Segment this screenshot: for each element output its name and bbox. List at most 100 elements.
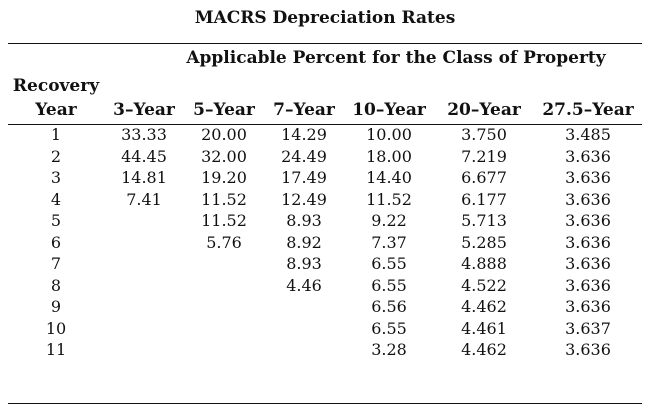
table-body: 1 33.33 20.00 14.29 10.00 3.750 3.485 2 44.45 32.… <box>8 124 642 361</box>
rate-cell: 3.636 <box>565 340 611 359</box>
header-year: Year <box>35 100 77 120</box>
rate-cell: 6.677 <box>461 168 507 187</box>
rate-cell: 9.22 <box>371 211 407 230</box>
rate-cell <box>184 339 264 361</box>
rate-cell <box>104 339 184 361</box>
rate-cell: 5.713 <box>461 211 507 230</box>
rate-cell <box>104 275 184 297</box>
rate-cell <box>184 275 264 297</box>
rate-cell: 3.636 <box>565 168 611 187</box>
rate-cell <box>264 318 344 340</box>
rate-cell: 12.49 <box>281 189 327 209</box>
rate-cell: 4.888 <box>461 254 507 273</box>
recovery-year-cell: 4 <box>50 189 62 209</box>
rate-cell: 17.49 <box>281 168 327 187</box>
rate-cell: 3.636 <box>565 146 611 166</box>
rate-cell: 11.52 <box>201 211 247 230</box>
table-row: 6 5.76 8.92 7.37 5.285 3.636 <box>8 232 642 254</box>
rate-cell: 14.81 <box>121 168 167 187</box>
table-row: 9 6.56 4.462 3.636 <box>8 296 642 318</box>
top-rule <box>8 43 642 44</box>
recovery-year-cell: 2 <box>50 146 62 166</box>
rate-cell: 6.177 <box>461 189 507 209</box>
header-27-5-year: 27.5–Year <box>542 100 634 120</box>
depreciation-table: 1 33.33 20.00 14.29 10.00 3.750 3.485 2 44.45 32.… <box>8 124 642 361</box>
header-20-year: 20–Year <box>447 100 521 120</box>
rate-cell <box>104 232 184 254</box>
table-row: 7 8.93 6.55 4.888 3.636 <box>8 253 642 275</box>
rate-cell: 4.46 <box>286 275 322 295</box>
rate-cell: 4.462 <box>461 297 507 316</box>
table-row: 2 44.45 32.00 24.49 18.00 7.219 3.636 <box>8 146 642 168</box>
rate-cell: 3.637 <box>565 318 611 338</box>
rate-cell: 5.76 <box>206 232 242 252</box>
header-recovery: Recovery <box>12 76 100 96</box>
rate-cell: 33.33 <box>121 125 167 144</box>
recovery-year-cell: 7 <box>50 254 62 273</box>
rate-cell <box>104 296 184 318</box>
rate-cell: 3.636 <box>565 189 611 209</box>
table-row: 4 7.41 11.52 12.49 11.52 6.177 3.636 <box>8 189 642 211</box>
rate-cell: 3.750 <box>461 125 507 144</box>
rate-cell: 10.00 <box>366 125 412 144</box>
rate-cell <box>264 339 344 361</box>
rate-cell <box>184 253 264 275</box>
rate-cell <box>184 318 264 340</box>
recovery-year-cell: 8 <box>50 275 62 295</box>
rate-cell: 18.00 <box>366 146 412 166</box>
rate-cell: 6.55 <box>371 318 407 338</box>
table-row: 8 4.46 6.55 4.522 3.636 <box>8 275 642 297</box>
rate-cell: 6.55 <box>371 275 407 295</box>
rate-cell: 20.00 <box>201 125 247 144</box>
recovery-year-cell: 6 <box>50 232 62 252</box>
column-group-header: Applicable Percent for the Class of Prop… <box>186 48 606 68</box>
rate-cell: 3.485 <box>565 125 611 144</box>
rate-cell: 14.29 <box>281 125 327 144</box>
table-row: 3 14.81 19.20 17.49 14.40 6.677 3.636 <box>8 167 642 189</box>
recovery-year-cell: 10 <box>45 318 67 338</box>
rate-cell: 7.37 <box>371 232 407 252</box>
recovery-year-cell: 3 <box>50 168 62 187</box>
header-rule <box>8 124 642 125</box>
rate-cell: 19.20 <box>201 168 247 187</box>
bottom-rule <box>8 403 642 404</box>
header-7-year: 7–Year <box>273 100 335 120</box>
rate-cell: 8.93 <box>286 254 322 273</box>
rate-cell: 11.52 <box>201 189 247 209</box>
table-title: MACRS Depreciation Rates <box>194 8 456 28</box>
table-row: 5 11.52 8.93 9.22 5.713 3.636 <box>8 210 642 232</box>
rate-cell: 8.93 <box>286 211 322 230</box>
rate-cell: 44.45 <box>121 146 167 166</box>
rate-cell: 8.92 <box>286 232 322 252</box>
rate-cell <box>184 296 264 318</box>
rate-cell: 32.00 <box>201 146 247 166</box>
rate-cell: 3.636 <box>565 232 611 252</box>
table-row: 1 33.33 20.00 14.29 10.00 3.750 3.485 <box>8 124 642 146</box>
header-10-year: 10–Year <box>352 100 426 120</box>
rate-cell: 4.522 <box>461 275 507 295</box>
rate-cell: 4.462 <box>461 340 507 359</box>
rate-cell <box>264 296 344 318</box>
table-row: 10 6.55 4.461 3.637 <box>8 318 642 340</box>
rate-cell <box>104 318 184 340</box>
header-5-year: 5–Year <box>193 100 255 120</box>
rate-cell: 24.49 <box>281 146 327 166</box>
rate-cell <box>104 253 184 275</box>
rate-cell: 6.56 <box>371 297 407 316</box>
rate-cell: 3.636 <box>565 297 611 316</box>
recovery-year-cell: 11 <box>45 340 67 359</box>
recovery-year-cell: 5 <box>50 211 62 230</box>
recovery-year-cell: 1 <box>50 125 62 144</box>
rate-cell: 11.52 <box>366 189 412 209</box>
rate-cell <box>104 210 184 232</box>
header-3-year: 3–Year <box>113 100 175 120</box>
rate-cell: 6.55 <box>371 254 407 273</box>
rate-cell: 3.636 <box>565 275 611 295</box>
rate-cell: 7.41 <box>126 189 162 209</box>
rate-cell: 4.461 <box>461 318 507 338</box>
recovery-year-cell: 9 <box>50 297 62 316</box>
rate-cell: 3.28 <box>371 340 407 359</box>
rate-cell: 7.219 <box>461 146 507 166</box>
table-row: 11 3.28 4.462 3.636 <box>8 339 642 361</box>
rate-cell: 5.285 <box>461 232 507 252</box>
